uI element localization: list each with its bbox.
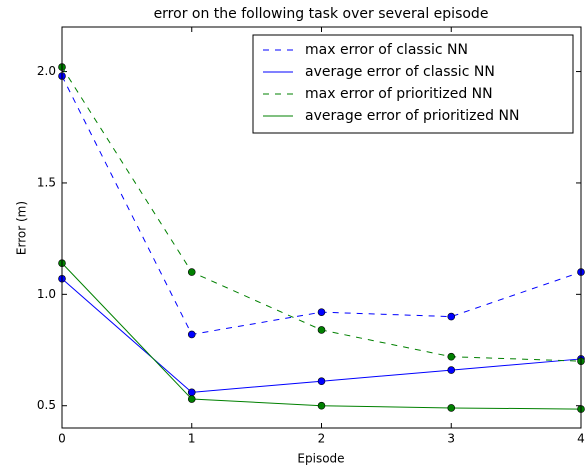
point xyxy=(187,330,196,339)
x-tick-label: 4 xyxy=(577,432,585,446)
point xyxy=(317,308,326,316)
y-tick-label: 1.5 xyxy=(37,175,56,189)
point xyxy=(187,268,196,276)
legend: max error of classic NN average error of … xyxy=(252,34,574,134)
point xyxy=(447,404,456,412)
x-tick-label: 1 xyxy=(188,432,196,446)
point xyxy=(447,366,456,374)
legend-label: average error of classic NN xyxy=(305,64,495,80)
point xyxy=(187,388,196,397)
series-line xyxy=(61,278,582,393)
chart-title: error on the following task over several… xyxy=(154,6,489,22)
plot-frame xyxy=(61,26,582,429)
x-tick-label: 0 xyxy=(58,432,66,446)
y-tick-label: 0.5 xyxy=(37,398,56,412)
y-tick-label: 2.0 xyxy=(37,64,56,78)
point xyxy=(317,377,326,386)
y-tick-label: 1.0 xyxy=(37,287,56,301)
series-line xyxy=(61,262,582,410)
point xyxy=(317,401,326,410)
x-tick-label: 2 xyxy=(318,432,326,446)
point xyxy=(447,352,456,361)
x-tick-label: 3 xyxy=(447,432,455,446)
y-axis-label: Error (m) xyxy=(15,201,29,255)
legend-frame xyxy=(252,34,574,134)
point xyxy=(317,326,326,334)
legend-label: max error of prioritized NN xyxy=(305,86,493,102)
legend-label: max error of classic NN xyxy=(305,42,468,58)
point xyxy=(187,395,196,403)
point xyxy=(447,312,456,321)
legend-label: average error of prioritized NN xyxy=(305,108,519,124)
x-axis-label: Episode xyxy=(297,452,344,466)
